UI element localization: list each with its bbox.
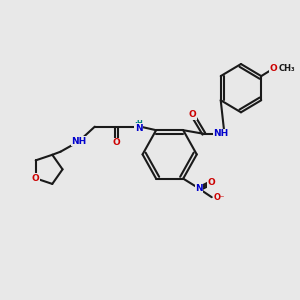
Text: N: N <box>195 184 203 194</box>
Text: O: O <box>112 138 120 147</box>
Text: O: O <box>32 174 40 183</box>
Text: H: H <box>134 122 141 131</box>
Text: NH: NH <box>213 129 229 138</box>
Text: O⁻: O⁻ <box>213 193 224 202</box>
Text: O: O <box>189 110 196 119</box>
Text: N: N <box>135 124 143 133</box>
Text: CH₃: CH₃ <box>279 64 296 73</box>
Text: O: O <box>269 64 277 73</box>
Text: NH: NH <box>71 137 87 146</box>
Text: O: O <box>208 178 216 187</box>
Text: H: H <box>136 120 142 126</box>
